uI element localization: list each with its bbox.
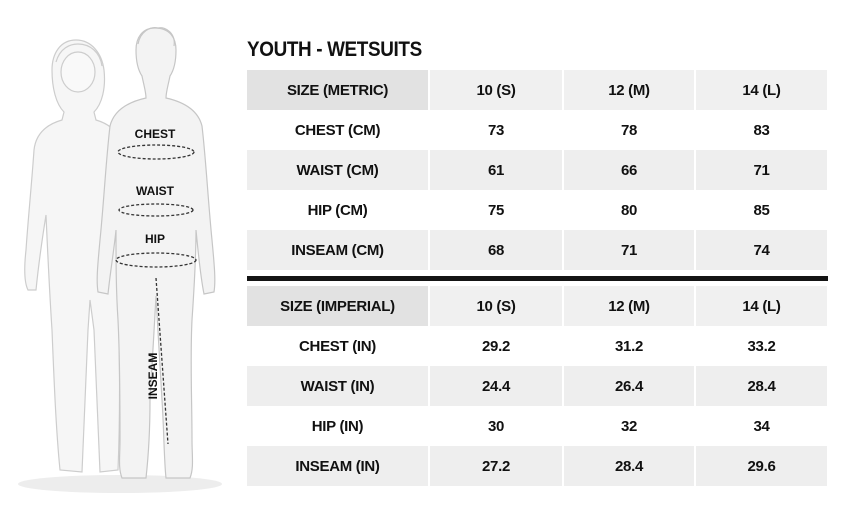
- male-silhouette: [96, 27, 216, 479]
- metric-header-size-l: 14 (L): [694, 70, 827, 110]
- table-cell: 74: [694, 230, 827, 270]
- row-label: CHEST (CM): [294, 121, 381, 139]
- row-label: HIP (CM): [307, 201, 368, 219]
- hip-label: HIP: [145, 232, 165, 246]
- imperial-row-hip: HIP (IN) 30 32 34: [247, 406, 827, 446]
- imperial-header-size-s: 10 (S): [428, 286, 563, 326]
- row-label: CHEST (IN): [299, 337, 376, 355]
- metric-header-size-s: 10 (S): [428, 70, 563, 110]
- imperial-header-size-l: 14 (L): [694, 286, 827, 326]
- table-cell: 32: [562, 406, 695, 446]
- chest-label: CHEST: [135, 127, 176, 141]
- metric-size-table: SIZE (METRIC) 10 (S) 12 (M) 14 (L) CHEST…: [247, 70, 827, 270]
- body-measurement-figure: CHEST WAIST HIP INSEAM: [0, 0, 240, 505]
- table-cell: 66: [562, 150, 695, 190]
- table-cell: 83: [694, 110, 827, 150]
- inseam-label: INSEAM: [146, 353, 160, 400]
- ground-shadow: [18, 475, 222, 493]
- table-cell: 71: [694, 150, 827, 190]
- imperial-row-waist: WAIST (IN) 24.4 26.4 28.4: [247, 366, 827, 406]
- table-cell: 73: [428, 110, 563, 150]
- row-label: WAIST (CM): [247, 150, 429, 190]
- table-cell: 29.2: [428, 326, 563, 366]
- table-cell: 71: [562, 230, 695, 270]
- metric-header-row: SIZE (METRIC) 10 (S) 12 (M) 14 (L): [247, 70, 827, 110]
- table-cell: 85: [694, 190, 827, 230]
- table-divider: [247, 276, 828, 281]
- table-cell: 61: [428, 150, 563, 190]
- metric-row-chest: CHEST (CM) 73 78 83: [247, 110, 827, 150]
- table-cell: 24.4: [428, 366, 563, 406]
- row-label: INSEAM (IN): [247, 446, 429, 486]
- waist-label: WAIST: [136, 184, 175, 198]
- metric-row-inseam: INSEAM (CM) 68 71 74: [247, 230, 827, 270]
- body-silhouette-illustration: CHEST WAIST HIP INSEAM: [18, 27, 222, 493]
- imperial-header-label: SIZE (IMPERIAL): [247, 286, 429, 326]
- table-cell: 33.2: [694, 326, 827, 366]
- waist-measure-ring: [118, 203, 194, 217]
- table-cell: 30: [428, 406, 563, 446]
- row-label: WAIST (IN): [247, 366, 429, 406]
- table-cell: 31.2: [562, 326, 695, 366]
- page-title: YOUTH - WETSUITS: [247, 38, 422, 61]
- hip-measure-ring: [115, 252, 197, 268]
- metric-row-hip: HIP (CM) 75 80 85: [247, 190, 827, 230]
- imperial-header-size-m: 12 (M): [562, 286, 695, 326]
- imperial-row-inseam: INSEAM (IN) 27.2 28.4 29.6: [247, 446, 827, 486]
- table-cell: 80: [562, 190, 695, 230]
- table-cell: 68: [428, 230, 563, 270]
- imperial-header-row: SIZE (IMPERIAL) 10 (S) 12 (M) 14 (L): [247, 286, 827, 326]
- table-cell: 78: [562, 110, 695, 150]
- metric-row-waist: WAIST (CM) 61 66 71: [247, 150, 827, 190]
- imperial-size-table: SIZE (IMPERIAL) 10 (S) 12 (M) 14 (L) CHE…: [247, 286, 827, 486]
- table-cell: 28.4: [562, 446, 695, 486]
- table-cell: 34: [694, 406, 827, 446]
- row-label: INSEAM (CM): [247, 230, 429, 270]
- table-cell: 27.2: [428, 446, 563, 486]
- metric-header-label: SIZE (METRIC): [247, 70, 429, 110]
- table-cell: 28.4: [694, 366, 827, 406]
- row-label: HIP (IN): [311, 417, 364, 435]
- table-cell: 29.6: [694, 446, 827, 486]
- metric-header-size-m: 12 (M): [562, 70, 695, 110]
- table-cell: 26.4: [562, 366, 695, 406]
- table-cell: 75: [428, 190, 563, 230]
- imperial-row-chest: CHEST (IN) 29.2 31.2 33.2: [247, 326, 827, 366]
- inseam-measure-line: [155, 277, 169, 445]
- chest-measure-ring: [117, 144, 195, 160]
